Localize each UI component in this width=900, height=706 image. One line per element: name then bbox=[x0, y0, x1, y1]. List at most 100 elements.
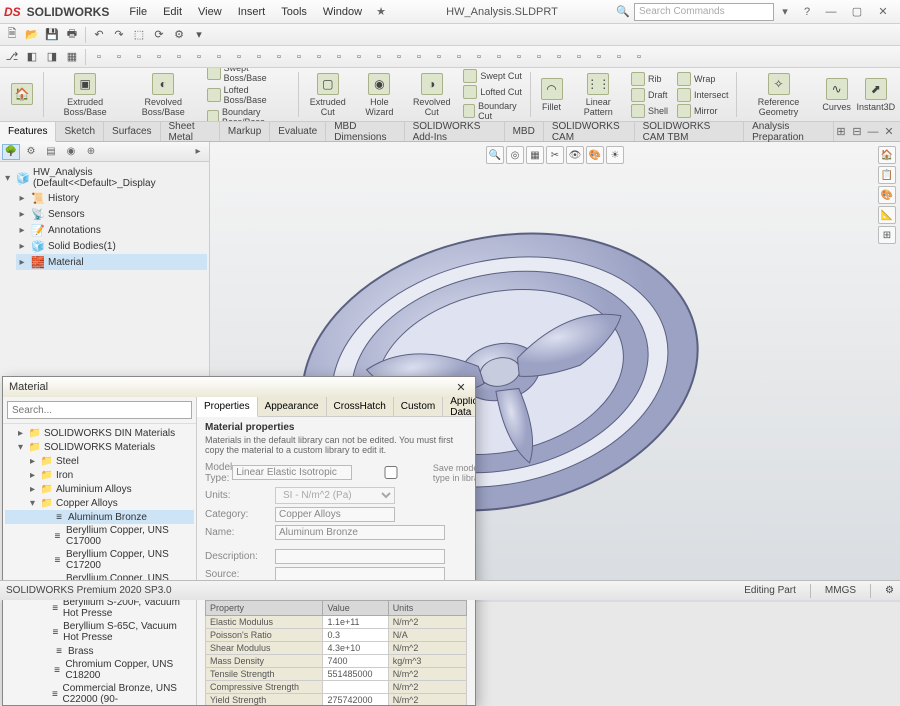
cmdtab-surfaces[interactable]: Surfaces bbox=[104, 122, 160, 141]
tb2-icon[interactable]: ▫ bbox=[510, 48, 528, 66]
save-lib-checkbox[interactable] bbox=[352, 466, 430, 479]
tb2-icon[interactable]: ▫ bbox=[250, 48, 268, 66]
revolved-boss-button[interactable]: ◐Revolved Boss/Base bbox=[124, 70, 202, 119]
tb2-icon[interactable]: ▫ bbox=[230, 48, 248, 66]
extruded-cut-button[interactable]: ▢Extruded Cut bbox=[302, 70, 354, 119]
tb2-icon[interactable]: ▫ bbox=[370, 48, 388, 66]
tb2-icon[interactable]: ▫ bbox=[150, 48, 168, 66]
category-field[interactable] bbox=[275, 507, 395, 522]
menu-view[interactable]: View bbox=[190, 6, 230, 18]
tb2-icon[interactable]: ▫ bbox=[570, 48, 588, 66]
material-tree-node[interactable]: ≡Beryllium Copper, UNS C17000 bbox=[5, 524, 194, 548]
tb2-icon[interactable]: ▫ bbox=[430, 48, 448, 66]
new-icon[interactable]: 🗎 bbox=[3, 26, 21, 44]
home-button[interactable]: 🏠 bbox=[4, 70, 40, 119]
cmdtab-sheet-metal[interactable]: Sheet Metal bbox=[161, 122, 220, 141]
tabs-close-icon[interactable]: — bbox=[866, 125, 880, 139]
tb2-icon[interactable]: ▫ bbox=[530, 48, 548, 66]
vp-hide-icon[interactable]: 👁 bbox=[566, 146, 584, 164]
tb2-icon[interactable]: ▫ bbox=[550, 48, 568, 66]
options-icon[interactable]: ⚙ bbox=[170, 26, 188, 44]
material-tree-node[interactable]: ≡Beryllium S-65C, Vacuum Hot Presse bbox=[5, 620, 194, 644]
draft-button[interactable]: Draft bbox=[627, 87, 672, 103]
cmdtab-mbd-dimensions[interactable]: MBD Dimensions bbox=[326, 122, 404, 141]
search-options-icon[interactable]: ▾ bbox=[775, 3, 795, 21]
hole-wizard-button[interactable]: ◉Hole Wizard bbox=[355, 70, 404, 119]
ft-tab-more-icon[interactable]: ⊕ bbox=[82, 144, 100, 160]
ft-tab-display-icon[interactable]: ◉ bbox=[62, 144, 80, 160]
material-tab-properties[interactable]: Properties bbox=[197, 397, 258, 417]
lofted-boss-button[interactable]: Lofted Boss/Base bbox=[203, 84, 295, 106]
tb2-icon[interactable]: ▫ bbox=[290, 48, 308, 66]
tabs-prev-icon[interactable]: ⊞ bbox=[834, 125, 848, 139]
help-icon[interactable]: ? bbox=[797, 3, 817, 21]
material-tree-node[interactable]: ≡Commercial Bronze, UNS C22000 (90- bbox=[5, 682, 194, 705]
tb2-icon[interactable]: ▫ bbox=[610, 48, 628, 66]
ref-geom-button[interactable]: ✧Reference Geometry bbox=[739, 70, 817, 119]
material-tree-node[interactable]: ≡Brass bbox=[5, 644, 194, 658]
cmdtab-sketch[interactable]: Sketch bbox=[56, 122, 104, 141]
vp-orient-icon[interactable]: ◎ bbox=[506, 146, 524, 164]
vp-section-icon[interactable]: ✂ bbox=[546, 146, 564, 164]
shell-button[interactable]: Shell bbox=[627, 103, 672, 119]
ft-root[interactable]: ▾🧊HW_Analysis (Default<<Default>_Display bbox=[2, 166, 207, 190]
curves-button[interactable]: ∿Curves bbox=[819, 70, 855, 119]
menu-tools[interactable]: Tools bbox=[273, 6, 315, 18]
boundary-cut-button[interactable]: Boundary Cut bbox=[459, 100, 526, 122]
vp-scene-icon[interactable]: ☀ bbox=[606, 146, 624, 164]
tb2-icon[interactable]: ▫ bbox=[470, 48, 488, 66]
minimize-button[interactable]: — bbox=[818, 3, 844, 21]
material-tree-node[interactable]: ▾📁Copper Alloys bbox=[5, 496, 194, 510]
menu-more-icon[interactable]: ★ bbox=[371, 3, 391, 21]
mirror-button[interactable]: Mirror bbox=[673, 103, 733, 119]
menu-edit[interactable]: Edit bbox=[155, 6, 190, 18]
swept-boss-button[interactable]: Swept Boss/Base bbox=[203, 68, 295, 84]
vp-side-icon[interactable]: 🏠 bbox=[878, 146, 896, 164]
ft-tab-props-icon[interactable]: ⚙ bbox=[22, 144, 40, 160]
material-tree-node[interactable]: ▸📁Steel bbox=[5, 454, 194, 468]
material-tree-node[interactable]: ≡Beryllium Copper, UNS C17200 bbox=[5, 548, 194, 572]
material-tab-crosshatch[interactable]: CrossHatch bbox=[327, 397, 394, 416]
vp-side-icon[interactable]: 📋 bbox=[878, 166, 896, 184]
tb2-icon[interactable]: ▫ bbox=[210, 48, 228, 66]
material-tab-application data[interactable]: Application Data bbox=[443, 397, 475, 416]
ft-tab-arrow-icon[interactable]: ▸ bbox=[189, 144, 207, 160]
tb2-icon[interactable]: ▫ bbox=[590, 48, 608, 66]
close-button[interactable]: ✕ bbox=[870, 3, 896, 21]
prop-row[interactable]: Mass Density7400kg/m^3 bbox=[206, 654, 467, 667]
ft-node[interactable]: ▸🧊Solid Bodies(1) bbox=[16, 238, 207, 254]
vp-side-icon[interactable]: ⊞ bbox=[878, 226, 896, 244]
tb2-icon[interactable]: ▫ bbox=[350, 48, 368, 66]
material-tree-node[interactable]: ▸📁Iron bbox=[5, 468, 194, 482]
vp-zoom-icon[interactable]: 🔍 bbox=[486, 146, 504, 164]
material-tree-node[interactable]: ≡Aluminum Bronze bbox=[5, 510, 194, 524]
tb2-icon[interactable]: ▫ bbox=[110, 48, 128, 66]
material-tree-node[interactable]: ▸📁SOLIDWORKS DIN Materials bbox=[5, 426, 194, 440]
prop-row[interactable]: Poisson's Ratio0.3N/A bbox=[206, 628, 467, 641]
search-commands-input[interactable]: Search Commands bbox=[634, 3, 774, 21]
cmdtab-solidworks-add-ins[interactable]: SOLIDWORKS Add-Ins bbox=[405, 122, 505, 141]
boundary-boss-button[interactable]: Boundary Boss/Base bbox=[203, 106, 295, 123]
more-icon[interactable]: ▾ bbox=[190, 26, 208, 44]
tb2-icon[interactable]: ◨ bbox=[43, 48, 61, 66]
prop-row[interactable]: Compressive StrengthN/m^2 bbox=[206, 680, 467, 693]
ft-node[interactable]: ▸📜History bbox=[16, 190, 207, 206]
cmdtab-markup[interactable]: Markup bbox=[220, 122, 270, 141]
print-icon[interactable]: 🖶 bbox=[63, 26, 81, 44]
tb2-icon[interactable]: ▫ bbox=[90, 48, 108, 66]
cmdtab-mbd[interactable]: MBD bbox=[505, 122, 544, 141]
prop-row[interactable]: Tensile Strength551485000N/m^2 bbox=[206, 667, 467, 680]
wrap-button[interactable]: Wrap bbox=[673, 71, 733, 87]
menu-insert[interactable]: Insert bbox=[230, 6, 274, 18]
linear-pattern-button[interactable]: ⋮⋮Linear Pattern bbox=[571, 70, 627, 119]
dialog-titlebar[interactable]: Material ✕ bbox=[3, 377, 475, 397]
units-field[interactable]: SI - N/m^2 (Pa) bbox=[275, 487, 395, 504]
tb2-icon[interactable]: ▫ bbox=[190, 48, 208, 66]
material-tree-node[interactable]: ▾📁SOLIDWORKS Materials bbox=[5, 440, 194, 454]
material-tree-node[interactable]: ≡Chromium Copper, UNS C18200 bbox=[5, 658, 194, 682]
select-icon[interactable]: ⬚ bbox=[130, 26, 148, 44]
material-tree[interactable]: ▸📁SOLIDWORKS DIN Materials▾📁SOLIDWORKS M… bbox=[3, 424, 196, 705]
ft-node[interactable]: ▸📡Sensors bbox=[16, 206, 207, 222]
undo-icon[interactable]: ↶ bbox=[90, 26, 108, 44]
tb2-icon[interactable]: ▦ bbox=[63, 48, 81, 66]
